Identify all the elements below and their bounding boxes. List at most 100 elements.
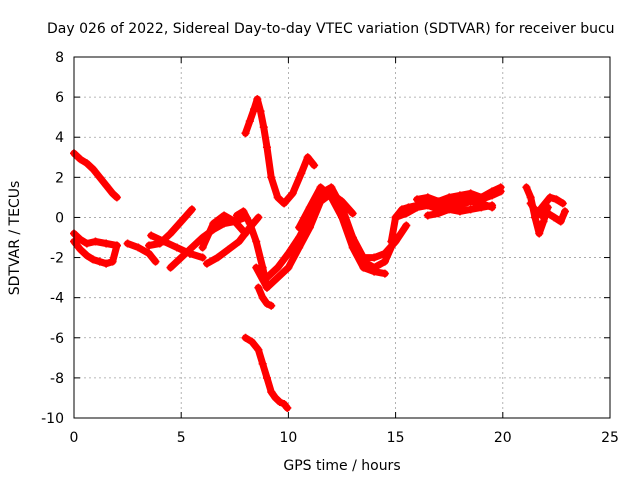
- data-point: [258, 293, 267, 302]
- data-point: [434, 209, 443, 218]
- y-tick-label: 6: [55, 90, 64, 106]
- x-tick-label: 5: [177, 430, 186, 446]
- y-tick-label: 8: [55, 50, 64, 66]
- data-point: [245, 117, 254, 126]
- data-point: [241, 333, 250, 342]
- data-point: [338, 207, 346, 216]
- series-arc-5: [145, 205, 196, 250]
- data-point: [402, 221, 411, 230]
- data-point: [423, 201, 432, 210]
- data-point: [348, 209, 357, 218]
- data-point: [466, 189, 475, 198]
- data-point: [466, 205, 475, 214]
- data-point: [209, 219, 218, 228]
- data-point: [147, 231, 156, 240]
- data-point: [89, 255, 98, 264]
- data-point: [102, 259, 111, 268]
- data-point: [477, 193, 486, 202]
- data-point: [387, 237, 396, 246]
- data-point: [95, 257, 104, 266]
- data-point: [267, 301, 276, 310]
- x-tick-label: 15: [387, 430, 405, 446]
- data-point: [560, 207, 569, 216]
- data-point: [245, 219, 254, 228]
- data-point: [267, 387, 276, 396]
- data-point: [402, 209, 411, 218]
- series-arc-3: [70, 229, 121, 250]
- data-point: [172, 243, 181, 252]
- y-tick-label: 2: [55, 170, 64, 186]
- data-point: [262, 283, 271, 292]
- data-point: [145, 249, 154, 258]
- data-point: [280, 199, 289, 208]
- x-tick-label: 20: [494, 430, 512, 446]
- data-point: [271, 393, 280, 402]
- data-point: [545, 193, 554, 202]
- axis-ticks: 0 5 10 15 20 25 -10 -8 -6 -4 -2 0 2 4 6 8: [41, 50, 619, 446]
- data-point: [434, 197, 443, 206]
- data-point: [455, 191, 464, 200]
- data-point: [288, 189, 297, 198]
- data-point: [254, 213, 263, 222]
- x-tick-label: 10: [279, 430, 297, 446]
- data-point: [91, 237, 100, 246]
- data-point: [252, 237, 261, 246]
- data-point: [370, 267, 379, 276]
- data-point: [213, 253, 222, 262]
- data-point: [348, 233, 357, 242]
- y-axis-label: SDTVAR / TECUs: [7, 181, 23, 296]
- data-point: [530, 205, 539, 214]
- y-tick-label: -4: [50, 291, 64, 307]
- data-point: [477, 203, 486, 212]
- y-tick-label: -2: [50, 251, 64, 267]
- data-point: [145, 241, 154, 250]
- data-point: [224, 245, 233, 254]
- data-point: [256, 107, 265, 116]
- data-point: [327, 193, 336, 202]
- chart-title: Day 026 of 2022, Sidereal Day-to-day VTE…: [47, 21, 615, 37]
- series-arc-24: [530, 205, 569, 226]
- data-point: [262, 143, 271, 152]
- data-point: [391, 213, 400, 222]
- x-tick-label: 25: [601, 430, 619, 446]
- data-point: [466, 197, 475, 206]
- series-trace: [124, 240, 159, 266]
- data-point: [76, 245, 85, 254]
- series-arc-19: [391, 197, 497, 222]
- data-point: [273, 273, 282, 282]
- data-point: [239, 207, 248, 216]
- data-point: [380, 257, 389, 266]
- data-point: [254, 283, 263, 292]
- data-point: [488, 187, 497, 196]
- data-point: [82, 251, 91, 260]
- data-point: [166, 229, 175, 238]
- data-point: [235, 237, 244, 246]
- data-point: [151, 257, 160, 266]
- data-point: [380, 269, 389, 278]
- data-point: [280, 399, 289, 408]
- data-point: [535, 229, 544, 238]
- data-point: [112, 241, 121, 250]
- data-point: [177, 217, 186, 226]
- data-point: [284, 249, 293, 258]
- data-point: [537, 211, 546, 220]
- data-point: [220, 219, 229, 228]
- data-point: [359, 263, 368, 272]
- series-trace: [392, 197, 496, 221]
- data-point: [543, 209, 552, 218]
- data-point: [273, 263, 282, 272]
- data-series: [70, 95, 569, 412]
- data-point: [522, 183, 531, 192]
- series-arc-13: [254, 283, 276, 310]
- data-point: [262, 273, 271, 282]
- data-point: [177, 253, 186, 262]
- data-point: [316, 183, 325, 192]
- y-tick-label: 4: [55, 130, 64, 146]
- data-point: [202, 259, 211, 268]
- data-point: [252, 263, 261, 272]
- data-point: [303, 153, 312, 162]
- data-point: [253, 95, 262, 104]
- plot-frame: [73, 56, 611, 419]
- data-point: [123, 239, 132, 248]
- data-point: [305, 203, 314, 212]
